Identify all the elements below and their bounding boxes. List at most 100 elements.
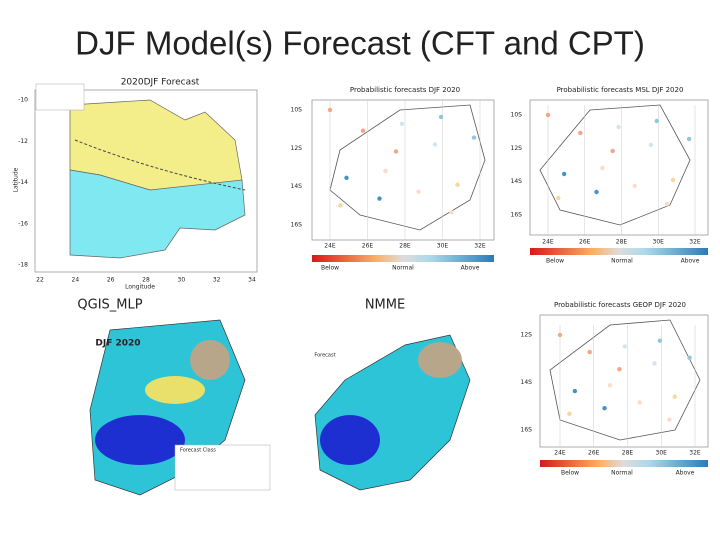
y-tick-label: 10S (511, 112, 523, 119)
x-tick-label: 22 (36, 277, 44, 284)
y-tick-label: -14 (18, 179, 28, 186)
station-dot (602, 405, 607, 411)
country-border (329, 104, 486, 231)
area-normal (145, 376, 205, 404)
map-geop (539, 314, 709, 467)
x-tick-label: 26E (362, 243, 374, 250)
station-dot (344, 175, 349, 181)
station-dot (449, 210, 454, 215)
legend-box (310, 340, 342, 368)
station-dot (556, 195, 561, 201)
legend-label: Above (676, 470, 695, 477)
color-bar (312, 255, 494, 262)
station-dot (432, 142, 438, 147)
x-tick-label: 26E (579, 239, 591, 246)
map-frame (529, 99, 709, 236)
y-tick-label: 16S (511, 212, 523, 219)
panel-title: Forecast (314, 353, 335, 359)
map-frame (311, 99, 495, 241)
map-msl (529, 99, 709, 255)
x-tick-label: 32E (689, 450, 701, 457)
station-dot (471, 135, 477, 140)
station-dot (438, 114, 444, 120)
x-tick-label: 28E (622, 450, 634, 457)
region-normal (69, 169, 246, 259)
legend-label: Normal (392, 265, 414, 272)
area-above (95, 415, 185, 465)
area-above (320, 415, 380, 465)
station-dot (616, 124, 621, 130)
station-dot (617, 367, 622, 372)
x-tick-label: 24E (554, 450, 566, 457)
slide-title: DJF Model(s) Forecast (CFT and CPT) (75, 25, 645, 62)
x-tick-label: 28 (142, 277, 150, 284)
area-below (418, 342, 462, 378)
station-dot (587, 349, 592, 355)
station-dot (567, 411, 572, 417)
station-dot (327, 107, 333, 113)
station-dot (632, 183, 637, 189)
station-dot (416, 189, 421, 194)
legend-label: Normal (611, 470, 633, 477)
station-dot (600, 165, 605, 171)
legend-box (35, 83, 85, 111)
station-dot (686, 136, 692, 142)
station-dot (610, 148, 615, 154)
area-below (190, 340, 230, 380)
station-dot (622, 344, 627, 349)
x-tick-label: 28E (399, 243, 411, 250)
legend-box (174, 444, 271, 491)
station-dot (654, 118, 659, 124)
station-dot (594, 189, 599, 195)
station-dot (637, 400, 642, 405)
x-tick-label: 24 (72, 277, 80, 284)
y-tick-label: 12S (511, 145, 523, 152)
x-tick-label: 30 (178, 277, 186, 284)
y-tick-label: 14S (511, 178, 523, 185)
y-tick-label: -10 (18, 97, 28, 104)
map-frame (539, 314, 709, 448)
panel-title: Probabilistic forecasts DJF 2020 (350, 86, 460, 94)
legend-label: Normal (611, 258, 633, 265)
station-dot (670, 177, 676, 183)
y-tick-label: 14S (291, 183, 303, 190)
y-tick-label: 12S (521, 332, 533, 339)
station-dot (557, 332, 563, 338)
station-dot (561, 171, 567, 177)
legend-title: Forecast Class (180, 448, 216, 454)
y-tick-label: 10S (291, 107, 303, 114)
map-djf (89, 319, 271, 496)
station-dot (377, 196, 382, 201)
y-tick-label: 12S (291, 145, 303, 152)
y-axis-label: Latitude (13, 167, 20, 192)
station-dot (672, 394, 677, 399)
legend-label: Above (461, 265, 480, 272)
x-tick-label: 32 (213, 277, 221, 284)
station-dot (360, 128, 366, 133)
station-dot (399, 121, 405, 127)
color-bar (530, 248, 708, 255)
station-dot (545, 112, 551, 118)
country-border (539, 104, 691, 226)
map-forecast (310, 334, 471, 491)
y-tick-label: 16S (291, 222, 303, 229)
station-dot (455, 182, 460, 187)
map-qgis (34, 83, 258, 273)
panel-caption: QGIS_MLP (77, 298, 142, 313)
station-dot (667, 417, 672, 422)
panel-title: Probabilistic forecasts MSL DJF 2020 (557, 86, 684, 94)
x-tick-label: 24E (542, 239, 554, 246)
station-dot (383, 168, 388, 174)
station-dot (687, 355, 692, 360)
y-tick-label: 16S (521, 427, 533, 434)
station-dot (607, 383, 613, 388)
station-dot (652, 361, 657, 366)
station-dot (393, 149, 399, 154)
station-dot (648, 142, 654, 148)
panel-title: Probabilistic forecasts GEOP DJF 2020 (554, 301, 686, 309)
station-dot (338, 203, 343, 208)
station-dot (572, 388, 578, 394)
y-tick-label: -12 (18, 138, 28, 145)
x-tick-label: 26E (588, 450, 600, 457)
